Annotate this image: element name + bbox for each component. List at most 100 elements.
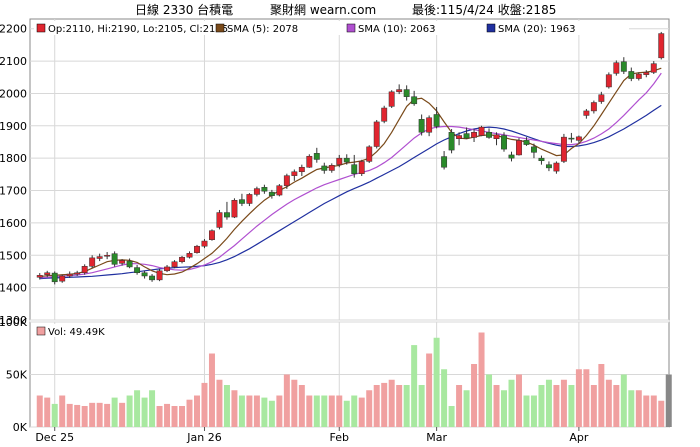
volume-bar — [411, 345, 418, 427]
candle — [51, 271, 58, 285]
candle-body — [456, 135, 463, 140]
candle — [134, 264, 141, 275]
x-tick-label: Mar — [426, 431, 447, 444]
volume-bar — [530, 395, 537, 427]
volume-bar — [643, 395, 650, 427]
candle-body — [276, 185, 283, 196]
candle-body — [463, 133, 470, 139]
candle — [381, 105, 388, 124]
volume-bar — [515, 374, 522, 427]
price-tick-label: 1300 — [0, 314, 27, 327]
volume-bar — [635, 390, 642, 427]
volume-bar — [418, 385, 425, 427]
candle-body — [553, 162, 560, 172]
volume-bar — [336, 395, 343, 427]
volume-bar — [493, 385, 500, 427]
candle-body — [216, 212, 223, 228]
volume-bar — [134, 390, 141, 427]
candle — [545, 161, 552, 172]
candle — [418, 114, 425, 136]
volume-bar — [538, 385, 545, 427]
volume-bar — [328, 395, 335, 427]
candle-body — [253, 188, 260, 195]
candle-body — [298, 166, 305, 173]
volume-tick-label: 100K — [0, 316, 28, 329]
volume-bar — [186, 399, 193, 427]
candle-body — [643, 72, 650, 75]
volume-bar — [388, 379, 395, 427]
candle-body — [478, 126, 485, 136]
candle-body — [119, 260, 126, 264]
volume-y-axis: 0K 50K 100K — [0, 316, 28, 434]
candle — [501, 132, 507, 152]
volume-bar — [598, 364, 605, 427]
candle — [493, 132, 500, 146]
candle-body — [403, 89, 410, 97]
volume-bar — [89, 402, 96, 427]
candle-body — [179, 256, 185, 262]
candle-body — [89, 257, 96, 267]
candle — [59, 274, 66, 283]
candle-body — [441, 156, 448, 168]
candle-body — [186, 253, 193, 258]
volume-bar — [223, 385, 230, 427]
volume-bar — [179, 406, 186, 427]
candle — [433, 107, 440, 129]
volume-bar — [51, 403, 58, 427]
volume-bar — [141, 397, 148, 427]
candle-body — [328, 165, 335, 171]
volume-bar — [268, 400, 275, 427]
candle — [613, 60, 620, 76]
price-tick-label: 1500 — [0, 249, 27, 262]
volume-bar — [171, 406, 178, 427]
candle-body — [523, 140, 530, 145]
candle — [531, 143, 537, 159]
last-close-info: 最後:115/4/24 收盤:2185 — [412, 3, 556, 17]
candle — [89, 255, 96, 269]
candle — [231, 198, 238, 219]
volume-bar — [111, 397, 118, 427]
candle — [388, 90, 395, 109]
candle-body — [568, 137, 575, 140]
candle — [186, 251, 193, 259]
candle — [583, 108, 590, 119]
x-tick-label: Feb — [330, 431, 349, 444]
volume-bar — [665, 374, 672, 427]
volume-bar — [321, 395, 328, 427]
chart-title: 日線 2330 台積電 — [135, 2, 233, 17]
candle — [411, 90, 418, 106]
candle-body — [44, 272, 51, 275]
volume-bar — [583, 369, 590, 427]
legend-sma10: SMA (10): 2063 — [358, 24, 436, 35]
candle-body — [583, 110, 590, 116]
volume-bar — [238, 395, 245, 427]
volume-bar — [366, 390, 373, 427]
candle-body — [261, 187, 268, 192]
candle-body — [164, 266, 170, 272]
volume-bar — [119, 402, 126, 427]
candle — [456, 132, 463, 146]
candle-body — [358, 161, 365, 174]
volume-bar — [59, 395, 66, 427]
volume-bar — [291, 379, 298, 427]
candle — [396, 84, 403, 95]
volume-bar — [456, 385, 463, 427]
candle-body — [104, 255, 111, 257]
candle-body — [156, 270, 163, 281]
candle — [276, 184, 283, 197]
candle-body — [605, 74, 612, 88]
candle-body — [126, 260, 133, 268]
candle — [560, 133, 567, 164]
volume-bar — [306, 395, 313, 427]
candle-body — [313, 153, 320, 160]
volume-bar — [523, 395, 530, 427]
candle-body — [291, 171, 298, 176]
candle — [261, 184, 268, 194]
candle-body — [501, 135, 507, 150]
volume-bar — [471, 364, 478, 427]
candle — [658, 31, 665, 60]
volume-bar — [433, 337, 440, 427]
candle — [358, 159, 365, 176]
candle — [96, 253, 103, 262]
candle-body — [201, 240, 208, 247]
